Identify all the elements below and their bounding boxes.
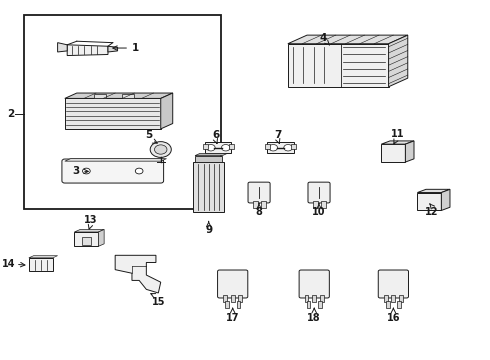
Bar — [313, 201, 318, 208]
Polygon shape — [161, 93, 172, 129]
Polygon shape — [115, 255, 161, 293]
Text: 7: 7 — [274, 130, 282, 140]
Bar — [288, 44, 389, 87]
Polygon shape — [74, 229, 104, 232]
Text: 4: 4 — [319, 33, 329, 45]
Text: 14: 14 — [2, 259, 15, 269]
Bar — [262, 201, 266, 208]
FancyBboxPatch shape — [248, 182, 270, 203]
Bar — [239, 295, 242, 302]
FancyBboxPatch shape — [378, 270, 409, 298]
Polygon shape — [417, 189, 450, 193]
Text: 16: 16 — [387, 313, 400, 323]
Circle shape — [154, 145, 167, 154]
Bar — [24, 15, 220, 209]
Bar — [312, 295, 316, 302]
Text: 17: 17 — [226, 313, 240, 323]
Bar — [225, 301, 229, 308]
Bar — [205, 142, 231, 153]
FancyBboxPatch shape — [299, 270, 329, 298]
Polygon shape — [58, 42, 67, 52]
Text: 3: 3 — [72, 166, 88, 176]
Text: 13: 13 — [84, 215, 98, 225]
Text: 10: 10 — [312, 207, 326, 217]
Bar — [94, 94, 105, 98]
Polygon shape — [381, 144, 405, 162]
Bar — [237, 301, 241, 308]
Polygon shape — [381, 141, 414, 144]
Polygon shape — [195, 153, 227, 156]
Bar — [321, 201, 326, 208]
Bar — [318, 301, 322, 308]
Bar — [195, 156, 222, 162]
Bar — [392, 295, 395, 302]
Polygon shape — [389, 35, 408, 87]
Polygon shape — [98, 229, 104, 246]
Text: 2: 2 — [7, 109, 14, 119]
Polygon shape — [405, 141, 414, 162]
Polygon shape — [288, 35, 408, 44]
Bar — [268, 142, 294, 153]
Bar — [193, 162, 224, 212]
Bar — [74, 232, 98, 246]
Circle shape — [150, 141, 172, 157]
Text: 5: 5 — [145, 130, 152, 140]
Circle shape — [207, 144, 215, 151]
Circle shape — [221, 144, 230, 151]
Bar — [292, 144, 296, 149]
Text: 6: 6 — [212, 130, 220, 140]
Bar — [122, 94, 134, 98]
Bar — [307, 301, 310, 308]
Text: 11: 11 — [391, 130, 404, 139]
Polygon shape — [67, 45, 108, 55]
Bar — [399, 295, 403, 302]
Circle shape — [135, 168, 143, 174]
Circle shape — [284, 144, 293, 151]
Circle shape — [269, 144, 277, 151]
FancyBboxPatch shape — [62, 159, 164, 183]
Bar — [82, 237, 91, 244]
Text: 12: 12 — [425, 207, 439, 217]
Bar — [223, 295, 227, 302]
Bar — [397, 301, 401, 308]
Polygon shape — [441, 189, 450, 211]
Bar — [305, 295, 309, 302]
Bar — [386, 301, 390, 308]
Polygon shape — [108, 46, 118, 52]
Text: 15: 15 — [151, 297, 165, 307]
Bar — [384, 295, 388, 302]
FancyBboxPatch shape — [218, 270, 248, 298]
Polygon shape — [65, 159, 167, 161]
Polygon shape — [65, 93, 172, 98]
Polygon shape — [29, 256, 58, 258]
Bar — [29, 258, 53, 271]
Bar — [65, 98, 161, 129]
Bar — [231, 295, 235, 302]
Text: 1: 1 — [113, 43, 139, 53]
Polygon shape — [417, 193, 441, 211]
Bar — [253, 201, 258, 208]
Bar — [265, 144, 270, 149]
Circle shape — [82, 168, 90, 174]
Bar — [229, 144, 234, 149]
Text: 8: 8 — [256, 207, 263, 217]
FancyBboxPatch shape — [308, 182, 330, 203]
Bar — [320, 295, 324, 302]
Text: 18: 18 — [307, 313, 321, 323]
Bar — [203, 144, 207, 149]
Text: 9: 9 — [205, 225, 212, 235]
